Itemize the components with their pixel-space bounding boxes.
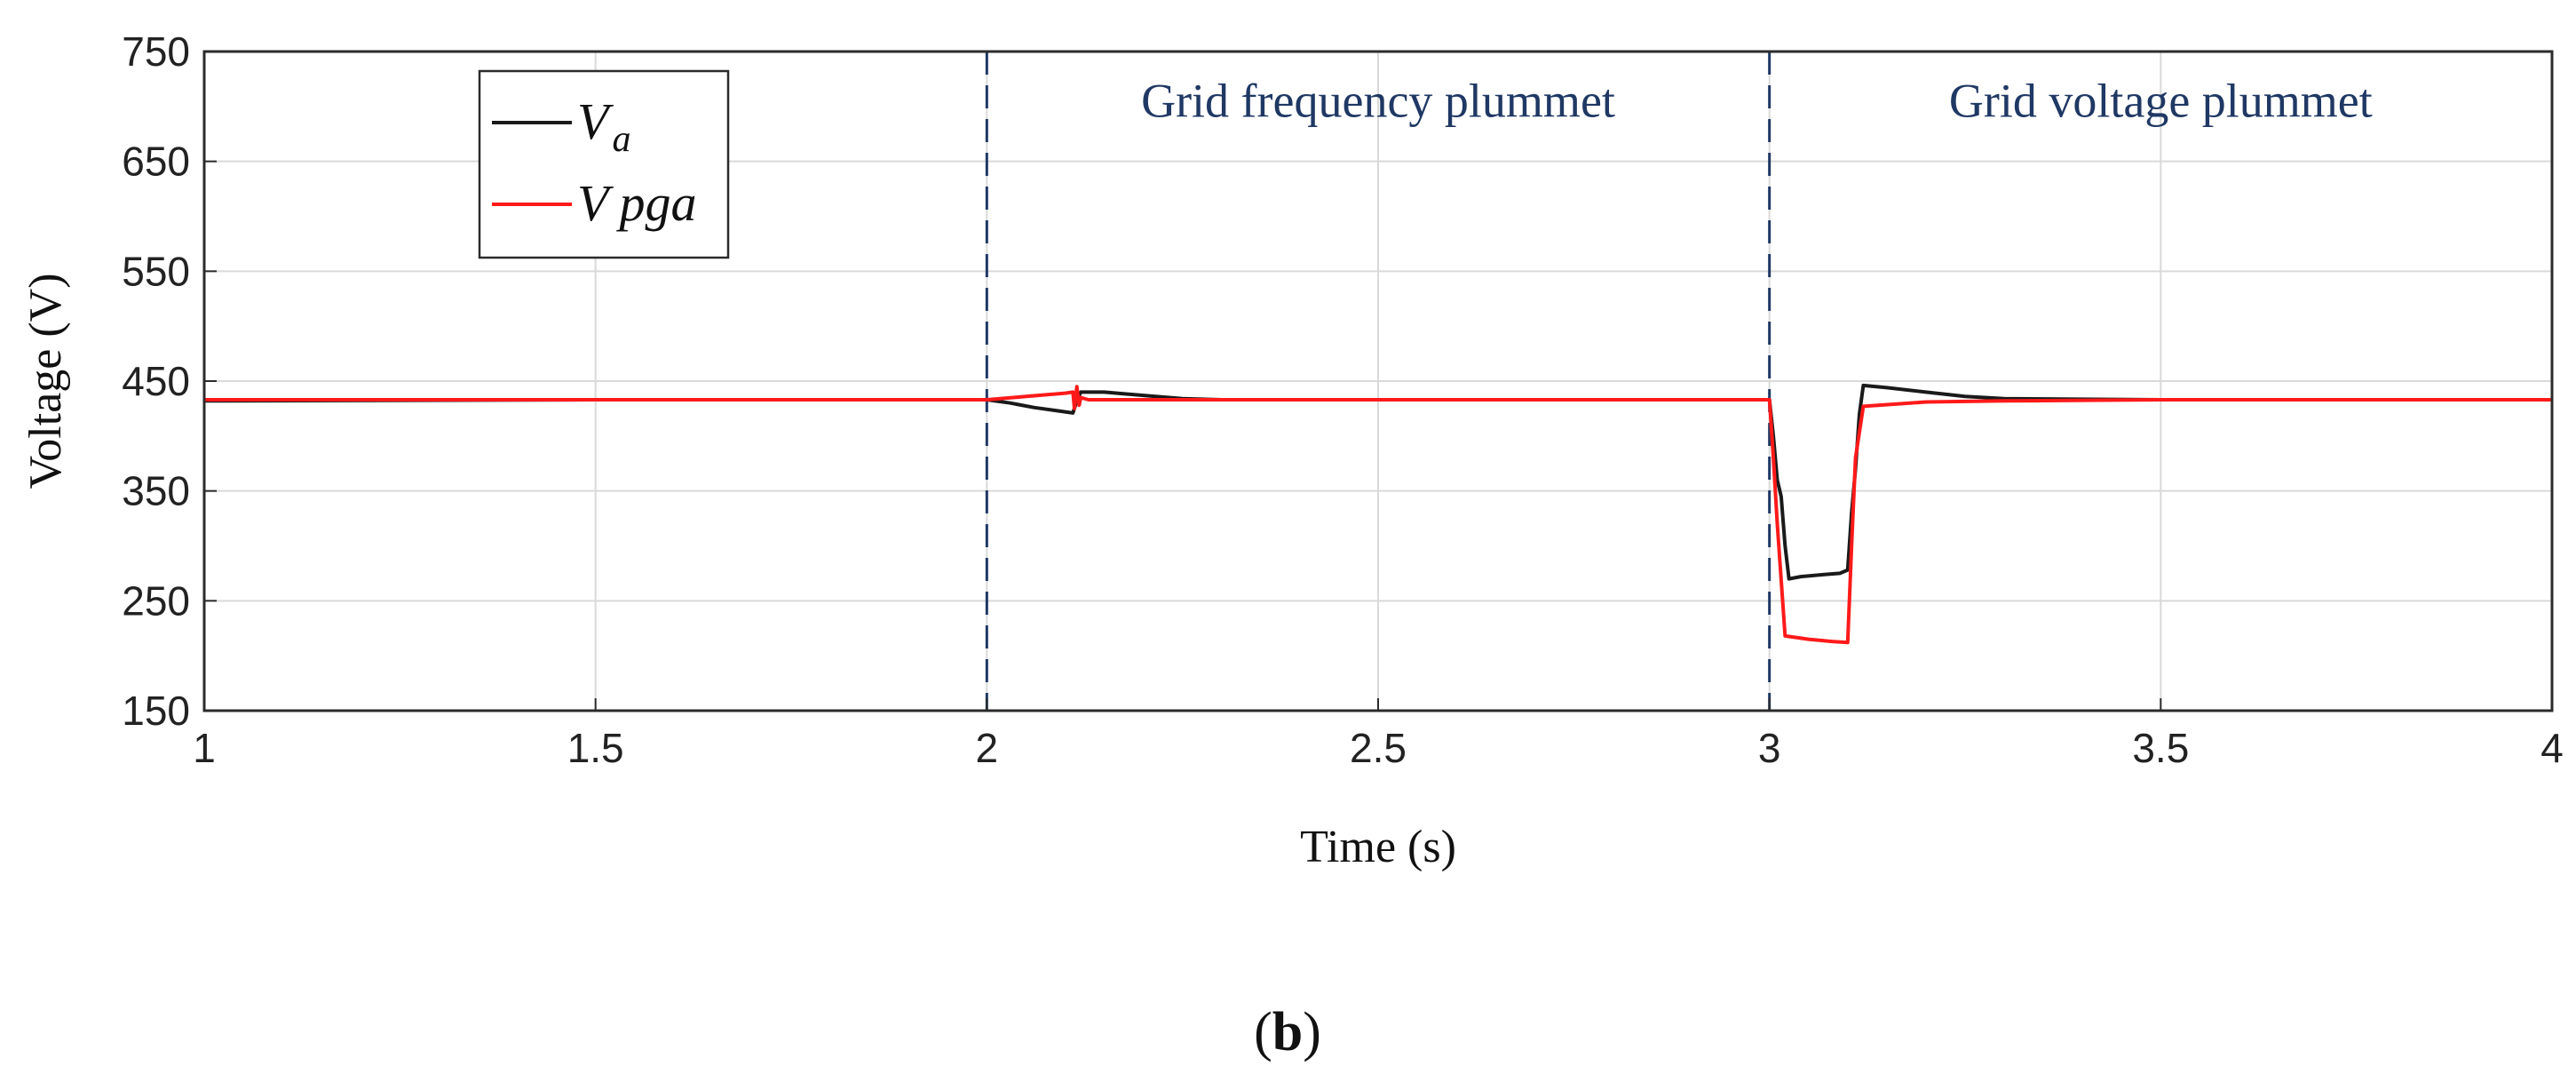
y-tick-label: 750 [122, 28, 190, 75]
y-tick-label: 350 [122, 468, 190, 514]
y-tick-label: 150 [122, 688, 190, 734]
annotation-grid-voltage: Grid voltage plummet [1949, 75, 2373, 128]
y-tick-label: 250 [122, 577, 190, 624]
x-tick-label: 2 [976, 725, 999, 771]
y-tick-label: 550 [122, 248, 190, 294]
series-lines [203, 383, 2552, 645]
annotation-grid-frequency: Grid frequency plummet [1141, 75, 1615, 128]
x-tick-label: 1.5 [567, 725, 624, 771]
x-tick-label: 4 [2540, 725, 2564, 771]
event-lines [985, 52, 1771, 711]
panel-label-letter: b [1272, 1002, 1303, 1062]
series-line-vpga [204, 385, 2552, 645]
panel-label: (b) [1254, 1002, 1321, 1062]
y-tick-label: 650 [122, 139, 190, 185]
x-tick-label: 1 [193, 725, 216, 771]
tick-labels: 1 1.5 2 2.5 3 3.5 4 150 250 350 450 550 650 750 [122, 28, 2564, 771]
series-line-va [203, 383, 2552, 581]
legend-label-vpga-main: V [577, 174, 614, 232]
y-axis-title: Voltage (V) [20, 273, 71, 489]
legend-label-va-sub: a [612, 119, 630, 160]
x-axis-title: Time (s) [1300, 822, 1456, 872]
legend-label-vpga-sub: pga [615, 174, 696, 232]
legend-label-va-main: V [577, 92, 614, 150]
legend-box [478, 69, 730, 259]
x-tick-label: 2.5 [1350, 725, 1407, 771]
x-tick-label: 3.5 [2132, 725, 2189, 771]
legend-label-va: Va [577, 92, 630, 160]
y-tick-label: 450 [122, 358, 190, 404]
x-tick-label: 3 [1758, 725, 1781, 771]
